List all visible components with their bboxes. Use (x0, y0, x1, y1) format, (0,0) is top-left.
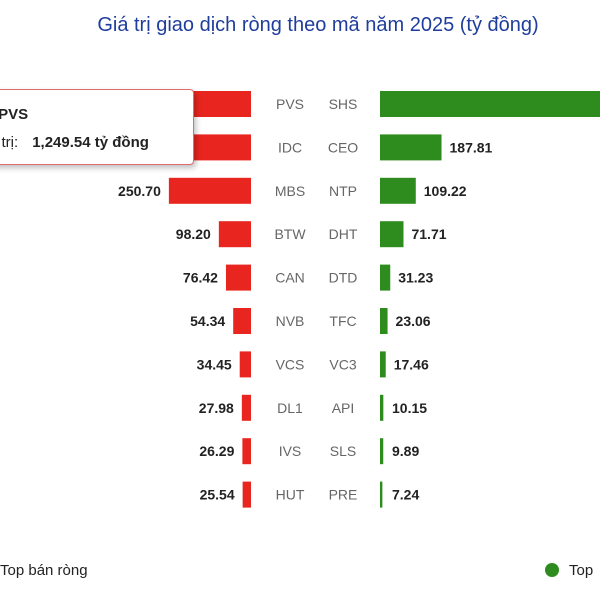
ticker-label-vc3: VC3 (329, 356, 356, 372)
ticker-label-can: CAN (275, 270, 305, 286)
buy-bar-ntp (380, 177, 416, 204)
buy-bar-vc3 (380, 351, 386, 378)
buy-bar-dtd (380, 264, 391, 291)
sell-value-label-hut: 25.54 (200, 487, 235, 503)
ticker-label-pvs: PVS (276, 96, 304, 112)
buy-bars-group (380, 91, 600, 508)
ticker-label-nvb: NVB (276, 313, 305, 329)
sell-value-label-nvb: 54.34 (190, 313, 225, 329)
sell-bar-dl1 (241, 394, 251, 421)
sell-value-label-ivs: 26.29 (199, 443, 234, 459)
ticker-label-ceo: CEO (328, 139, 358, 155)
buy-value-label-dtd: 31.23 (398, 270, 433, 286)
tooltip-value: 1,249.54 tỷ đồng (32, 134, 149, 151)
tooltip-value-label: á trị: (0, 134, 19, 151)
sell-bar-nvb (233, 308, 251, 334)
buy-value-label-sls: 9.89 (392, 443, 419, 459)
buy-bar-tfc (380, 308, 388, 334)
buy-value-label-vc3: 17.46 (394, 356, 429, 372)
sell-bar-btw (218, 221, 251, 248)
ticker-label-sls: SLS (330, 443, 356, 459)
ticker-label-ivs: IVS (279, 443, 302, 459)
chart-title: Giá trị giao dịch ròng theo mã năm 2025 … (97, 14, 539, 36)
ticker-label-pre: PRE (329, 487, 358, 503)
ticker-label-shs: SHS (329, 96, 358, 112)
ticker-labels-group: PVS IDC MBS BTW CAN NVB VCS DL1 IVS HUT SHS CEO NTP D… (274, 96, 358, 503)
ticker-label-mbs: MBS (275, 183, 305, 199)
value-labels-group: 250.70 98.20 76.42 54.34 34.45 27.98 26.29 25.5… (118, 139, 493, 502)
buy-bar-sls (380, 438, 384, 465)
sell-bar-vcs (239, 351, 251, 378)
sell-value-label-vcs: 34.45 (197, 356, 232, 372)
ticker-label-btw: BTW (274, 226, 306, 242)
legend-buy-dot-icon (545, 563, 559, 577)
sell-value-label-dl1: 27.98 (199, 400, 234, 416)
buy-value-label-dht: 71.71 (411, 226, 446, 242)
sell-value-label-btw: 98.20 (176, 226, 211, 242)
buy-bar-api (380, 394, 384, 421)
tooltip-ticker: : PVS (0, 106, 29, 123)
buy-bar-shs (380, 91, 600, 117)
ticker-label-vcs: VCS (276, 356, 305, 372)
legend-buy-label: Top (569, 562, 594, 579)
legend-sell[interactable]: Top bán ròng (0, 562, 88, 579)
sell-value-label-mbs: 250.70 (118, 183, 161, 199)
ticker-label-hut: HUT (276, 487, 305, 503)
ticker-label-tfc: TFC (329, 313, 356, 329)
ticker-label-api: API (332, 400, 355, 416)
ticker-label-dht: DHT (329, 226, 358, 242)
sell-bar-can (225, 264, 251, 291)
buy-value-label-pre: 7.24 (392, 487, 419, 503)
legend-buy[interactable]: Top (545, 562, 593, 579)
legend-sell-label: Top bán ròng (0, 562, 88, 579)
ticker-label-dl1: DL1 (277, 400, 303, 416)
sell-value-label-can: 76.42 (183, 270, 218, 286)
buy-bar-pre (380, 481, 383, 508)
buy-value-label-ntp: 109.22 (424, 183, 467, 199)
sell-bar-hut (242, 481, 251, 508)
sell-bar-mbs (168, 177, 251, 204)
ticker-label-ntp: NTP (329, 183, 357, 199)
bar-tooltip: : PVS á trị: 1,249.54 tỷ đồng (0, 89, 194, 165)
buy-value-label-api: 10.15 (392, 400, 427, 416)
sell-bar-ivs (242, 438, 251, 465)
tooltip-value-row: á trị: 1,249.54 tỷ đồng (0, 134, 149, 151)
ticker-label-dtd: DTD (329, 270, 358, 286)
buy-value-label-ceo: 187.81 (450, 139, 493, 155)
buy-bar-ceo (380, 134, 442, 161)
buy-value-label-tfc: 23.06 (396, 313, 431, 329)
buy-bar-dht (380, 221, 404, 248)
ticker-label-idc: IDC (278, 139, 302, 155)
